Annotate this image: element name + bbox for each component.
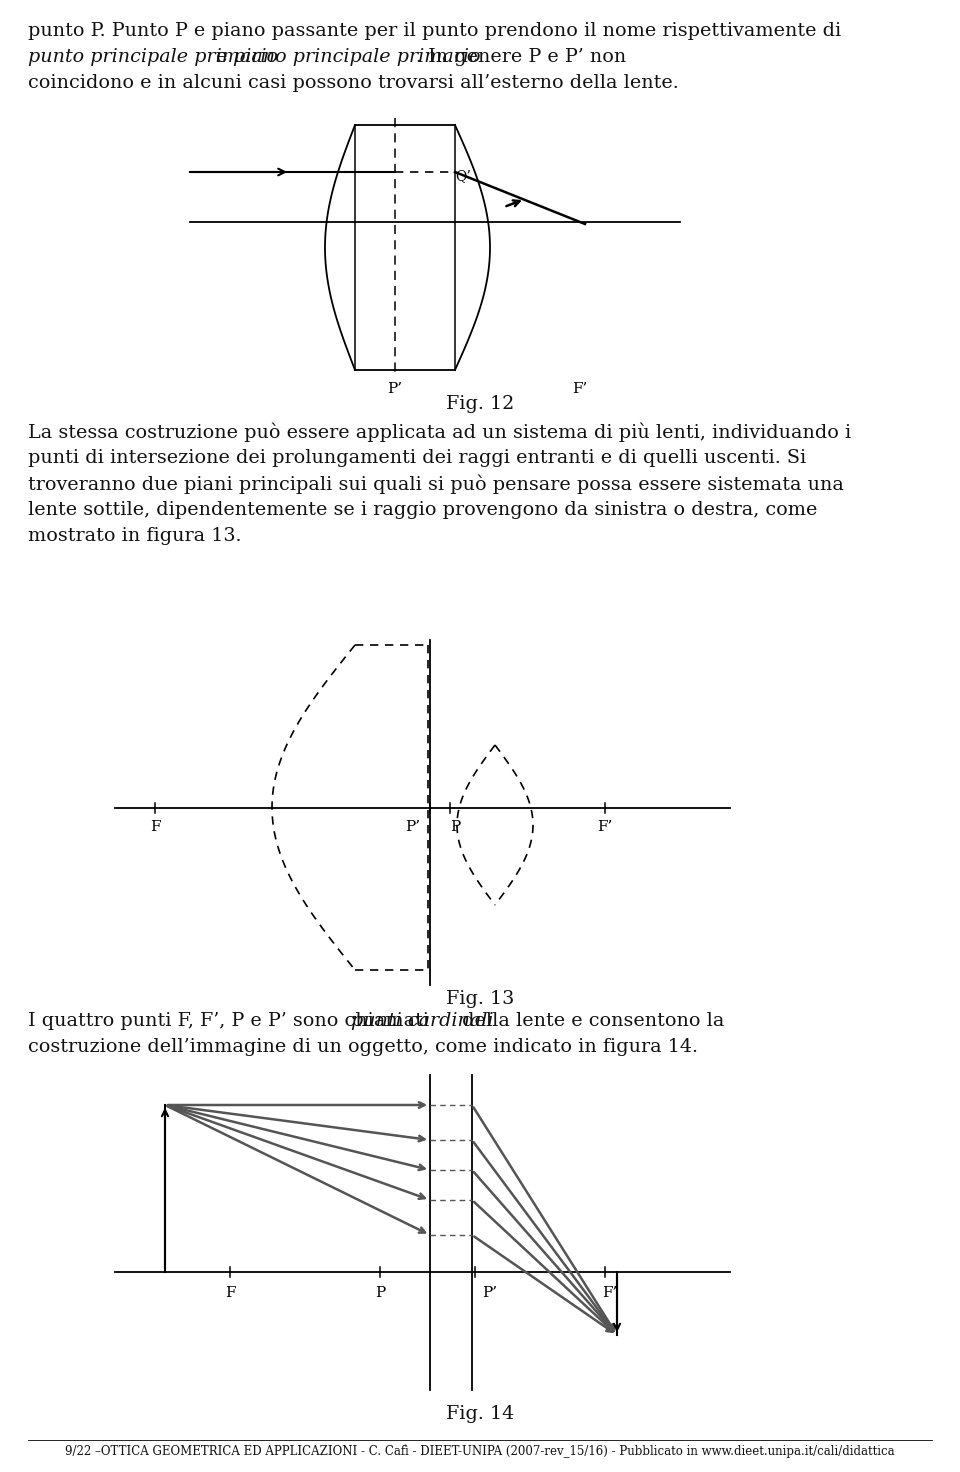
Text: 9/22 –OTTICA GEOMETRICA ED APPLICAZIONI - C. Cafì - DIEET-UNIPA (2007-rev_15/16): 9/22 –OTTICA GEOMETRICA ED APPLICAZIONI … [65, 1446, 895, 1459]
Text: e: e [210, 49, 234, 66]
Text: coincidono e in alcuni casi possono trovarsi all’esterno della lente.: coincidono e in alcuni casi possono trov… [28, 74, 679, 91]
Text: punto P. Punto P e piano passante per il punto prendono il nome rispettivamente : punto P. Punto P e piano passante per il… [28, 22, 841, 40]
Text: P’: P’ [405, 820, 420, 835]
Text: Q’: Q’ [455, 169, 470, 183]
Text: I quattro punti F, F’, P e P’ sono chiamati: I quattro punti F, F’, P e P’ sono chiam… [28, 1013, 435, 1030]
Text: Fig. 13: Fig. 13 [445, 991, 515, 1008]
Text: P: P [450, 820, 460, 835]
Text: P’: P’ [483, 1287, 497, 1300]
Text: punto principale primario: punto principale primario [28, 49, 278, 66]
Text: punti cardinali: punti cardinali [351, 1013, 493, 1030]
Text: lente sottile, dipendentemente se i raggio provengono da sinistra o destra, come: lente sottile, dipendentemente se i ragg… [28, 500, 817, 520]
Text: F: F [150, 820, 160, 835]
Text: La stessa costruzione può essere applicata ad un sistema di più lenti, individua: La stessa costruzione può essere applica… [28, 422, 852, 443]
Text: troveranno due piani principali sui quali si può pensare possa essere sistemata : troveranno due piani principali sui qual… [28, 475, 844, 495]
Text: mostrato in figura 13.: mostrato in figura 13. [28, 527, 242, 545]
Text: P: P [374, 1287, 385, 1300]
Text: Fig. 12: Fig. 12 [445, 394, 515, 414]
Text: P’: P’ [388, 383, 402, 396]
Text: F: F [225, 1287, 235, 1300]
Text: piano principale primario: piano principale primario [233, 49, 481, 66]
Text: F’: F’ [597, 820, 612, 835]
Text: F’: F’ [572, 383, 588, 396]
Text: punti di intersezione dei prolungamenti dei raggi entranti e di quelli uscenti. : punti di intersezione dei prolungamenti … [28, 449, 806, 467]
Text: F’: F’ [602, 1287, 617, 1300]
Text: Fig. 14: Fig. 14 [445, 1404, 515, 1423]
Text: costruzione dell’immagine di un oggetto, come indicato in figura 14.: costruzione dell’immagine di un oggetto,… [28, 1038, 698, 1055]
Text: della lente e consentono la: della lente e consentono la [456, 1013, 725, 1030]
Text: . In genere P e P’ non: . In genere P e P’ non [416, 49, 626, 66]
